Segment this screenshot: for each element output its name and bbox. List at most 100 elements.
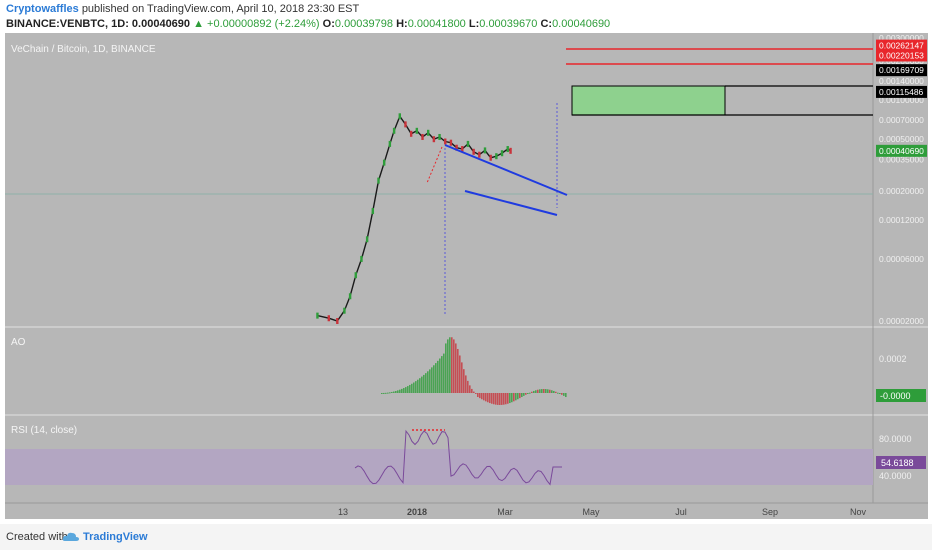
candle [506,146,509,153]
candle [348,293,352,300]
y-tick-label: 0.00300000 [879,33,924,43]
ao-bar [553,390,555,393]
close-value: 0.00040690 [552,18,611,30]
ao-bar [445,343,447,393]
ao-bar [439,358,441,393]
candle [438,133,441,140]
candle [472,148,475,155]
ao-bar [465,375,467,393]
ao-bar [513,393,515,402]
price-tag-label: 0.00220153 [879,50,924,60]
ao-bar [507,393,509,404]
ao-bar [533,390,535,393]
rsi-band [5,449,873,485]
ao-bar [487,393,489,403]
x-tick-label: 2018 [407,507,427,517]
tradingview-link[interactable]: TradingView [83,531,148,543]
ao-bar [529,392,531,394]
chart-area[interactable]: VeChain / Bitcoin, 1D, BINANCE AO RSI (1… [5,33,928,519]
ao-bar [483,393,485,401]
candle [409,130,413,137]
candle [392,127,396,134]
channel-upper[interactable] [444,144,568,196]
ao-bar [491,393,493,404]
ao-bar [407,386,409,393]
ao-bar [509,393,511,404]
open-value: 0.00039798 [334,18,394,30]
pole-dotted [426,146,443,184]
ao-bar [403,388,405,393]
candle [483,147,487,154]
ao-bar [495,393,497,405]
ao-bar [537,389,539,393]
ao-bar [497,393,499,405]
ao-bar [421,376,423,393]
ao-bar [521,393,523,397]
candle [509,147,512,154]
rsi-label: RSI (14, close) [11,425,77,436]
x-tick-label: May [582,507,600,517]
price-tag-label: 0.00115486 [879,87,924,97]
y-tick-label: 0.00100000 [879,95,924,105]
ohlc-line: BINANCE:VENBTC, 1D: 0.00040690 ▲ +0.0000… [6,18,611,30]
low-value: 0.00039670 [479,18,538,30]
ao-bar [547,389,549,393]
ao-bar [415,381,417,393]
chart-title: VeChain / Bitcoin, 1D, BINANCE [11,44,156,55]
candles [316,113,512,324]
y-tick-label: 0.00002000 [879,316,924,326]
ao-bar [453,339,455,393]
ao-bar [479,393,481,399]
price-tag [876,85,927,98]
ao-bar [471,388,473,393]
ao-bar [397,390,399,393]
price-tag [876,144,927,157]
channel-lower[interactable] [464,190,558,216]
ao-bar [505,393,507,405]
ao-bar [543,389,545,393]
ao-bar [485,393,487,402]
ao-bar [475,393,477,394]
y-tick-label: 0.00070000 [879,115,924,125]
ao-bar [493,393,495,405]
ao-bar [519,393,521,399]
y-tick-label: 0.00035000 [879,154,924,164]
rsi-tick-80: 80.0000 [879,434,912,444]
ao-bar [393,391,395,393]
ao-bar [523,393,525,396]
price-tag-label: 0.00262147 [879,41,924,51]
ao-bar [417,379,419,393]
price-tag-label: 0.00169709 [879,65,924,75]
price-axis[interactable]: 0.003000000.002000000.001400000.00100000… [879,33,924,326]
symbol: BINANCE:VENBTC, 1D [6,18,126,30]
ao-bar [563,393,565,396]
ao-bar [391,391,393,393]
tradingview-cloud-icon [62,532,79,541]
ao-histogram [381,337,567,405]
x-tick-label: Jul [675,507,687,517]
ao-bar [515,393,517,401]
high-value: 0.00041800 [407,18,466,30]
ao-bar [539,389,541,393]
rsi-line [354,429,562,486]
ao-bar [525,393,527,395]
ao-value-tag [876,389,926,402]
ao-bar [429,369,431,393]
ao-bar [395,390,397,393]
x-tick-label: 13 [338,507,348,517]
rsi-value-tag [876,456,926,469]
target-zone-box[interactable] [571,85,726,116]
candle [500,150,504,157]
candle [421,133,424,140]
candle [444,138,447,145]
candle [360,255,363,262]
time-axis[interactable]: 13 2018 Mar May Jul Sep Nov [338,507,867,517]
ao-bar [499,393,501,405]
candle [404,121,407,128]
chart-svg[interactable]: VeChain / Bitcoin, 1D, BINANCE AO RSI (1… [5,33,928,519]
ao-bar [401,388,403,393]
author-link[interactable]: Cryptowaffles [6,3,79,15]
ao-bar [459,355,461,393]
candle [371,208,375,215]
